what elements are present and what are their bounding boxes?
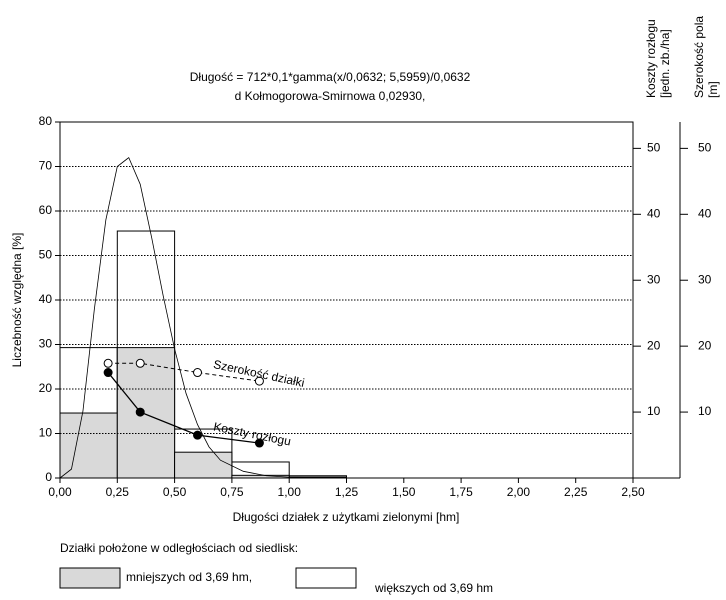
line-marker [193,368,203,378]
x-tick-label: 2,00 [507,485,531,499]
x-tick-label: 0,75 [220,485,244,499]
line-marker [135,358,145,368]
fit-curve [59,156,347,479]
y2-axis-label: [jedn. zb./ha] [658,29,672,98]
y-axis-label: Liczebność względna [%] [10,233,24,368]
line-marker [193,430,203,440]
y2-tick-label: 50 [647,141,661,155]
y3-tick-label: 40 [698,206,712,220]
line-marker [254,438,264,448]
bar [59,412,118,479]
x-tick-label: 0,00 [48,485,72,499]
line-marker [103,368,113,378]
y3-axis-label: Szerokość pola [692,16,706,98]
y-tick-label: 0 [45,470,52,484]
x-axis-label: Długości działek z użytkami zielonymi [h… [233,510,460,524]
y-tick-label: 40 [39,292,53,306]
legend-swatch [295,567,357,589]
legend-title: Działki położone w odległościach od sied… [60,541,298,555]
legend-label: większych od 3,69 hm [374,581,493,595]
x-tick-label: 2,25 [564,485,588,499]
y2-axis-label: Koszty rozłogu [644,19,658,98]
x-tick-label: 1,00 [278,485,302,499]
bar [174,451,233,479]
legend-swatch [59,567,121,589]
legend-label: mniejszych od 3,69 hm, [126,570,252,584]
x-tick-label: 1,75 [449,485,473,499]
x-tick-label: 0,50 [163,485,187,499]
x-tick-label: 1,50 [392,485,416,499]
x-tick-label: 1,25 [335,485,359,499]
y3-tick-label: 20 [698,338,712,352]
y-tick-label: 20 [39,381,53,395]
chart-title: Długość = 712*0,1*gamma(x/0,0632; 5,5959… [190,70,471,84]
y2-tick-label: 10 [647,404,661,418]
y-tick-label: 70 [39,159,53,173]
y2-tick-label: 30 [647,272,661,286]
line-marker [135,407,145,417]
y-tick-label: 60 [39,203,53,217]
y3-tick-label: 30 [698,272,712,286]
chart-subtitle: d Kołmogorowa-Smirnowa 0,02930, [235,89,426,103]
y2-tick-label: 20 [647,338,661,352]
line-marker [103,358,113,368]
line-marker [254,376,264,386]
x-tick-label: 0,25 [106,485,130,499]
y3-tick-label: 50 [698,141,712,155]
y-tick-label: 30 [39,337,53,351]
line [107,372,260,444]
y2-tick-label: 40 [647,206,661,220]
y-tick-label: 10 [39,426,53,440]
y-tick-label: 50 [39,248,53,262]
y-tick-label: 80 [39,114,53,128]
line [108,362,260,382]
y3-tick-label: 10 [698,404,712,418]
y3-axis-label: [m] [706,81,720,98]
x-tick-label: 2,50 [621,485,645,499]
